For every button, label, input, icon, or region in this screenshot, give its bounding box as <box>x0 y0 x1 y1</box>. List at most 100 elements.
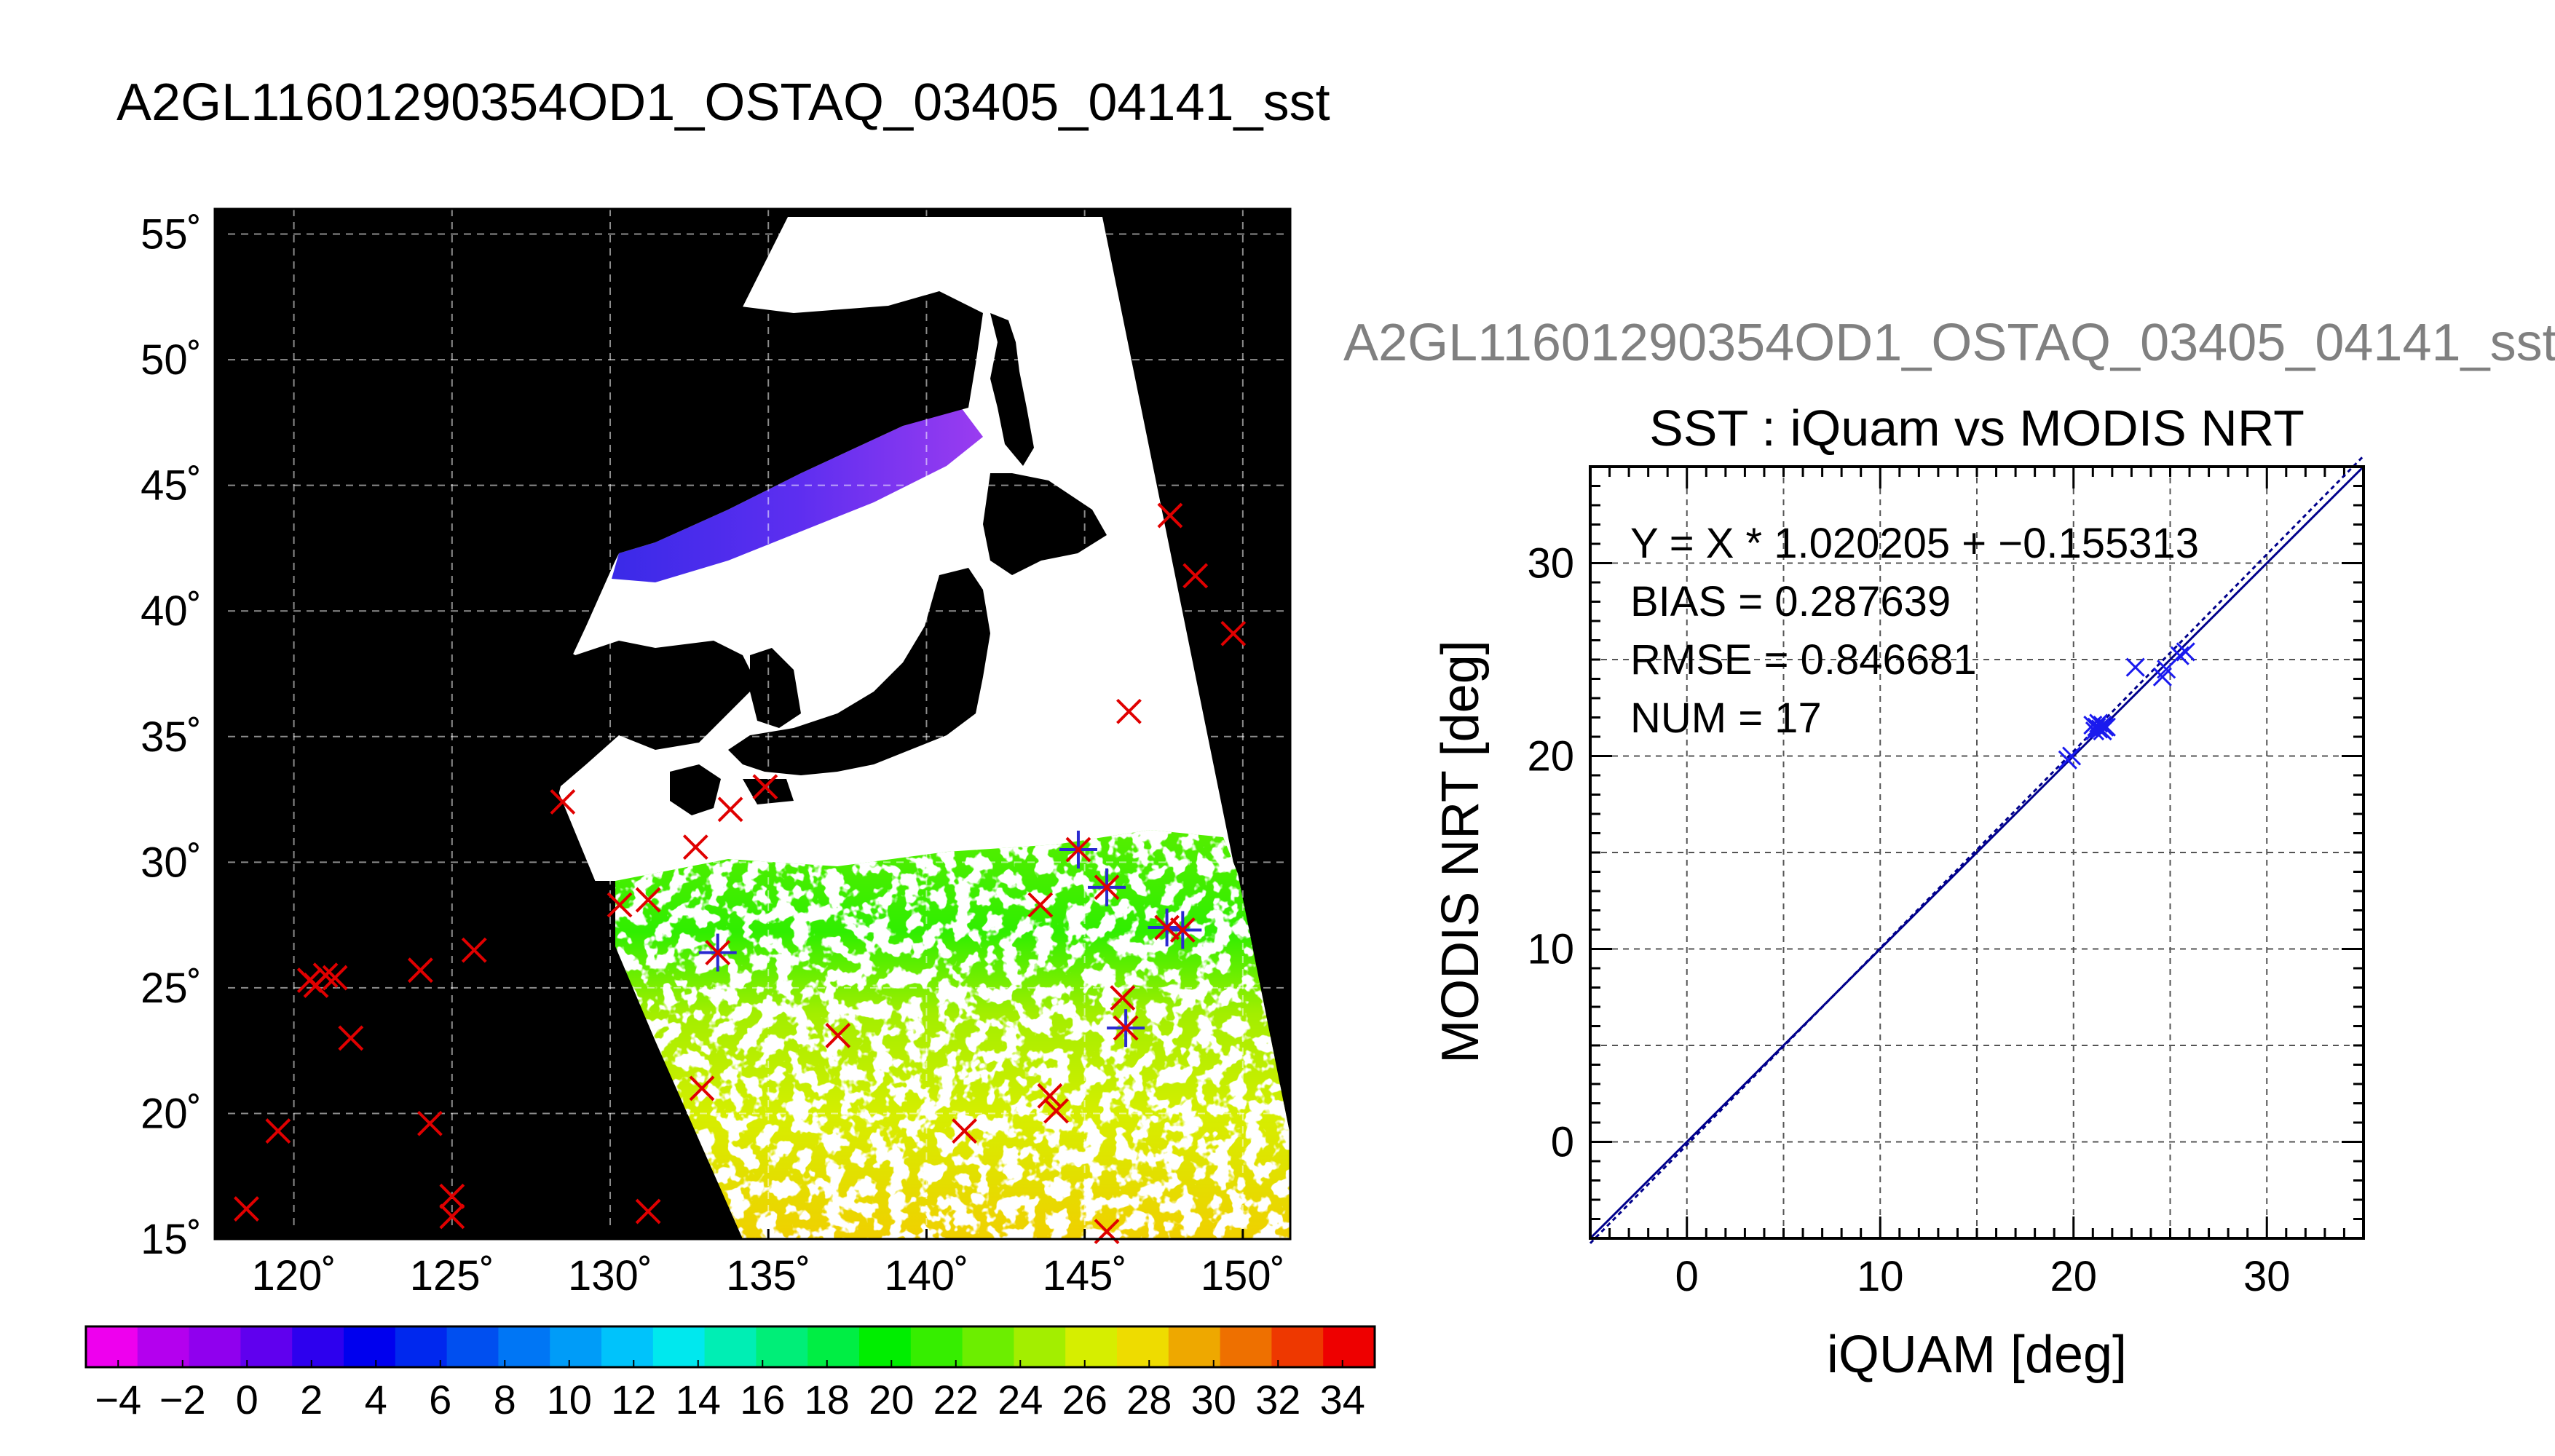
map-frame <box>213 207 1292 1241</box>
colorbar-swatch <box>292 1326 344 1367</box>
colorbar-swatch <box>550 1326 602 1367</box>
insitu-marker <box>952 1118 977 1144</box>
colorbar-swatch <box>1168 1326 1221 1367</box>
insitu-marker <box>635 1198 661 1224</box>
x-tick-label: 30 <box>2243 1253 2291 1300</box>
colorbar-tick-label: 18 <box>805 1377 850 1423</box>
colorbar-tick-label: 30 <box>1191 1377 1236 1423</box>
insitu-marker <box>1157 502 1183 529</box>
landmass <box>215 209 1107 1239</box>
scatter-panel: SST : iQuam vs MODIS NRT 0 10 20 300102030 … <box>1431 400 2365 1384</box>
colorbar-swatch <box>137 1326 190 1367</box>
x-tick-label: 20 <box>2050 1253 2097 1300</box>
scatter-point <box>2170 646 2189 665</box>
colorbar-tick-label: 24 <box>998 1377 1043 1423</box>
stats-line: RMSE = 0.846681 <box>1630 636 1977 684</box>
insitu-marker <box>689 1075 715 1101</box>
y-tick-label: 20 <box>1527 733 1574 780</box>
insitu-marker <box>338 1025 364 1051</box>
lat-tick-label: 35˚ <box>141 713 202 761</box>
insitu-marker <box>265 1118 291 1144</box>
colorbar-swatch <box>756 1326 808 1367</box>
scatter-fit-lines <box>1589 455 2365 1244</box>
colorbar-tick-label: 34 <box>1320 1377 1365 1423</box>
colorbar-swatch <box>704 1326 757 1367</box>
colorbar-tick-label: 26 <box>1062 1377 1107 1423</box>
insitu-marker <box>1037 1083 1063 1109</box>
lon-tick-label: 150˚ <box>1201 1252 1285 1299</box>
colorbar-tick-label: 12 <box>611 1377 656 1423</box>
colorbar-swatch <box>859 1326 912 1367</box>
colorbar-tick-label: 14 <box>676 1377 721 1423</box>
colorbar-tick-label: 32 <box>1255 1377 1300 1423</box>
lat-tick-label: 25˚ <box>141 965 202 1012</box>
x-tick-label: 0 <box>1675 1253 1699 1300</box>
lon-tick-label: 125˚ <box>410 1252 494 1299</box>
insitu-marker <box>717 796 743 823</box>
colorbar-tick-label: 10 <box>547 1377 592 1423</box>
colorbar-swatch <box>910 1326 963 1367</box>
colorbar-swatch <box>962 1326 1014 1367</box>
lon-tick-label: 130˚ <box>568 1252 652 1299</box>
colorbar-swatch <box>395 1326 448 1367</box>
insitu-marker <box>1113 1015 1139 1041</box>
identity-line <box>1589 465 2365 1240</box>
colorbar-swatch <box>807 1326 860 1367</box>
colorbar-tick-label: −2 <box>159 1377 206 1423</box>
stats-line: NUM = 17 <box>1630 695 1822 742</box>
insitu-marker <box>1169 917 1196 943</box>
scatter-ylabel: MODIS NRT [deg] <box>1431 640 1490 1064</box>
colorbar-tick-label: −4 <box>95 1377 141 1423</box>
colorbar-swatch <box>1065 1326 1118 1367</box>
insitu-marker <box>1220 620 1247 646</box>
insitu-marker <box>705 940 731 965</box>
insitu-marker <box>1043 1098 1069 1124</box>
sst-colorbar: −4 −2 0 2 4 6 8 10 12 14 16 18 20 22 24 26 28 30 32 34 <box>84 1325 1376 1423</box>
colorbar-swatch <box>601 1326 654 1367</box>
insitu-marker <box>550 789 576 815</box>
insitu-marker <box>1027 892 1054 918</box>
insitu-marker <box>682 834 708 860</box>
colorbar-tick-label: 16 <box>740 1377 785 1423</box>
scatter-point <box>2095 717 2114 737</box>
lon-tick-label: 140˚ <box>884 1252 968 1299</box>
scatter-ticks: 0 10 20 30 0 10 20 30 <box>1527 465 2365 1300</box>
lat-tick-label: 20˚ <box>141 1090 202 1137</box>
colorbar-swatch <box>240 1326 293 1367</box>
colorbar-tick-label: 4 <box>365 1377 387 1423</box>
lon-tick-label: 145˚ <box>1043 1252 1127 1299</box>
colorbar-tick-label: 22 <box>933 1377 979 1423</box>
scatter-point <box>2089 719 2109 739</box>
colorbar-tick-label: 6 <box>429 1377 451 1423</box>
colorbar-swatch <box>1323 1326 1375 1367</box>
y-tick-label: 30 <box>1527 540 1574 587</box>
lat-tick-label: 15˚ <box>141 1216 202 1263</box>
colorbar-tick-label: 20 <box>869 1377 914 1423</box>
insitu-marker <box>322 965 348 991</box>
insitu-marker <box>1116 698 1142 724</box>
insitu-marker <box>1154 914 1180 941</box>
scatter-frame <box>1589 465 2365 1240</box>
insitu-marker <box>1094 874 1120 901</box>
insitu-marker <box>312 962 339 989</box>
scatter-point <box>2125 657 2145 677</box>
colorbar-tick-label: 8 <box>494 1377 516 1423</box>
colorbar-frame <box>84 1325 1376 1369</box>
lat-tick-label: 30˚ <box>141 839 202 886</box>
map-title: A2GL11601290354OD1_OSTAQ_03405_04141_sst <box>117 74 1330 132</box>
lat-tick-label: 50˚ <box>141 336 202 384</box>
colorbar-swatch <box>1220 1326 1272 1367</box>
x-tick-label: 10 <box>1857 1253 1904 1300</box>
scatter-stats: Y = X * 1.020205 + −0.155313 BIAS = 0.287… <box>1630 520 2199 742</box>
insitu-marker <box>752 774 778 800</box>
lon-tick-label: 120˚ <box>252 1252 336 1299</box>
scatter-point <box>2085 721 2105 741</box>
lat-tick-label: 40˚ <box>141 587 202 635</box>
lon-tick-label: 135˚ <box>726 1252 810 1299</box>
stats-line: Y = X * 1.020205 + −0.155313 <box>1630 520 2199 567</box>
scatter-point <box>2176 642 2195 662</box>
map-markers <box>234 502 1247 1245</box>
insitu-marker <box>1065 836 1091 863</box>
colorbar-swatch <box>86 1326 138 1367</box>
sst-map-panel: 120˚ 125˚ 130˚ 135˚ 140˚ 145˚ 150˚ 15˚ 20˚ 25˚ 30˚… <box>141 207 1292 1299</box>
